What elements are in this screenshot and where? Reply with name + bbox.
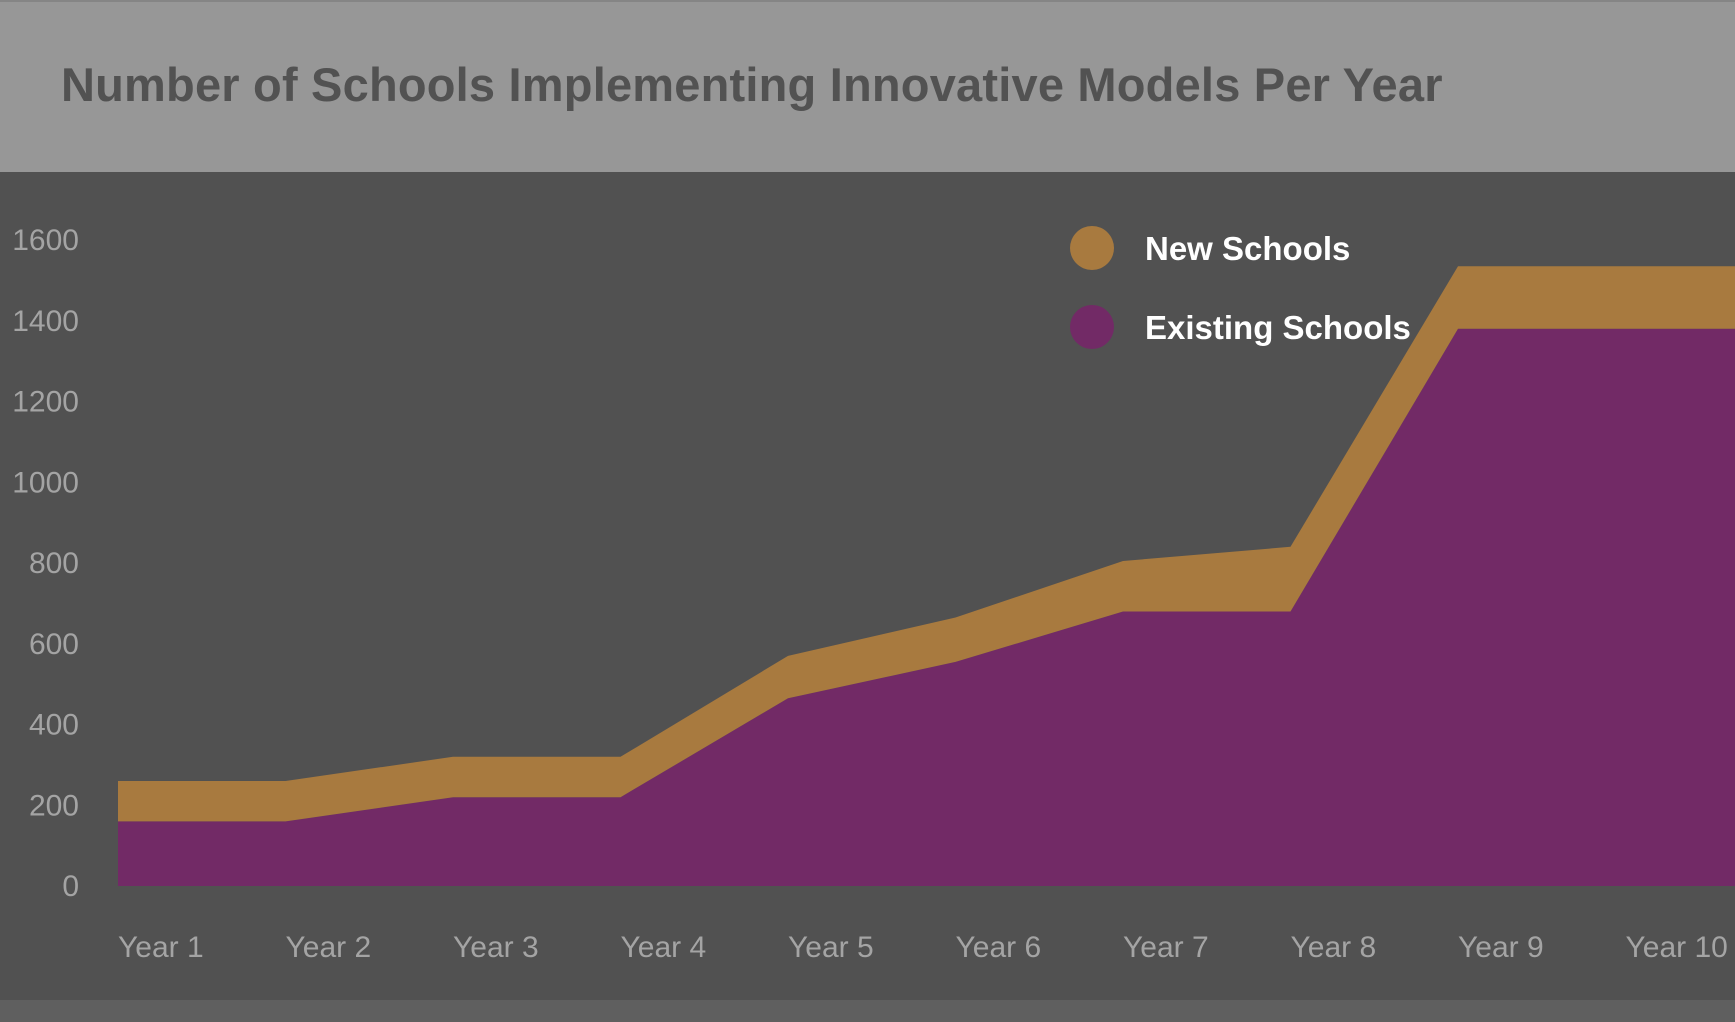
area-new-schools [118, 266, 1735, 822]
x-tick-label: Year 4 [621, 931, 707, 964]
area-existing-schools [118, 328, 1735, 886]
y-tick-label: 1600 [12, 224, 79, 257]
legend-marker [1070, 305, 1114, 349]
legend-marker [1070, 226, 1114, 270]
legend-label: New Schools [1145, 230, 1350, 267]
x-tick-label: Year 6 [956, 931, 1042, 964]
legend-label: Existing Schools [1145, 309, 1411, 346]
y-tick-label: 400 [29, 709, 79, 742]
y-tick-label: 800 [29, 547, 79, 580]
chart-title: Number of Schools Implementing Innovativ… [61, 58, 1443, 111]
x-tick-label: Year 8 [1291, 931, 1377, 964]
x-tick-label: Year 9 [1458, 931, 1544, 964]
x-tick-label: Year 1 [118, 931, 204, 964]
bottom-strip [0, 1000, 1735, 1022]
y-tick-label: 600 [29, 628, 79, 661]
y-tick-label: 1000 [12, 466, 79, 499]
x-axis: Year 1 Year 2 Year 3 Year 4 Year 5 Year 6 Year… [118, 931, 1728, 964]
y-tick-label: 0 [62, 870, 79, 903]
y-tick-label: 1400 [12, 305, 79, 338]
y-axis: 0 200 400 600 800 1000 1200 1400 1600 [12, 224, 79, 903]
y-tick-label: 1200 [12, 386, 79, 419]
x-tick-label: Year 3 [453, 931, 539, 964]
y-tick-label: 200 [29, 789, 79, 822]
title-bar: Number of Schools Implementing Innovativ… [0, 0, 1735, 172]
x-tick-label: Year 5 [788, 931, 874, 964]
x-tick-label: Year 10 [1626, 931, 1728, 964]
chart-areas [118, 266, 1735, 886]
x-tick-label: Year 7 [1123, 931, 1209, 964]
legend: New Schools Existing Schools [1070, 226, 1411, 349]
x-tick-label: Year 2 [286, 931, 372, 964]
